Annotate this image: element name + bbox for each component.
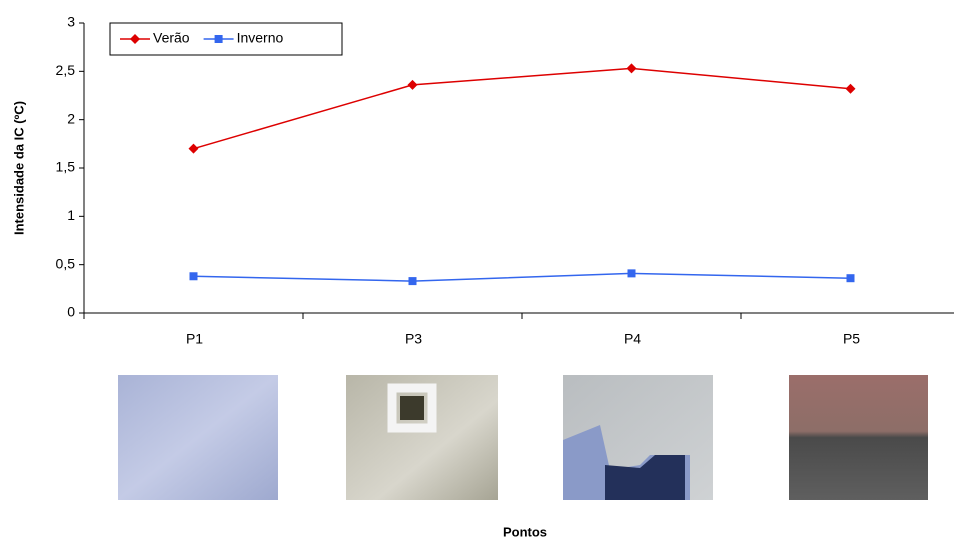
marker bbox=[409, 277, 417, 285]
x-axis-label: Pontos bbox=[503, 524, 547, 539]
photos bbox=[118, 375, 928, 500]
chart: Intensidade da IC (ºC) Pontos 0 0,5 1 1,5 2 2… bbox=[0, 0, 954, 542]
marker bbox=[190, 272, 198, 280]
series-line bbox=[194, 273, 851, 281]
legend-label: Inverno bbox=[237, 30, 284, 46]
marker bbox=[215, 35, 223, 43]
y-tick-label: 1 bbox=[67, 207, 75, 223]
page: {"chart_data": {"type": "line", "y_label… bbox=[0, 0, 954, 542]
marker bbox=[189, 144, 199, 154]
photo bbox=[346, 375, 498, 500]
series-line bbox=[194, 68, 851, 148]
y-axis-label: Intensidade da IC (ºC) bbox=[11, 101, 26, 235]
marker bbox=[408, 80, 418, 90]
x-tick-label: P4 bbox=[624, 331, 641, 347]
y-tick-label: 3 bbox=[67, 14, 75, 30]
x-tick-label: P5 bbox=[843, 331, 860, 347]
x-tick-label: P1 bbox=[186, 331, 203, 347]
y-tick-label: 2,5 bbox=[56, 62, 76, 78]
legend-label: Verão bbox=[153, 30, 190, 46]
y-tick-label: 2 bbox=[67, 110, 75, 126]
photo-detail bbox=[400, 396, 424, 420]
marker bbox=[627, 63, 637, 73]
y-tick-label: 0,5 bbox=[56, 255, 76, 271]
marker bbox=[846, 84, 856, 94]
photo bbox=[118, 375, 278, 500]
marker bbox=[847, 274, 855, 282]
marker bbox=[628, 269, 636, 277]
photo bbox=[789, 375, 928, 500]
y-tick-label: 1,5 bbox=[56, 159, 76, 175]
y-tick-label: 0 bbox=[67, 304, 75, 320]
x-tick-label: P3 bbox=[405, 331, 422, 347]
